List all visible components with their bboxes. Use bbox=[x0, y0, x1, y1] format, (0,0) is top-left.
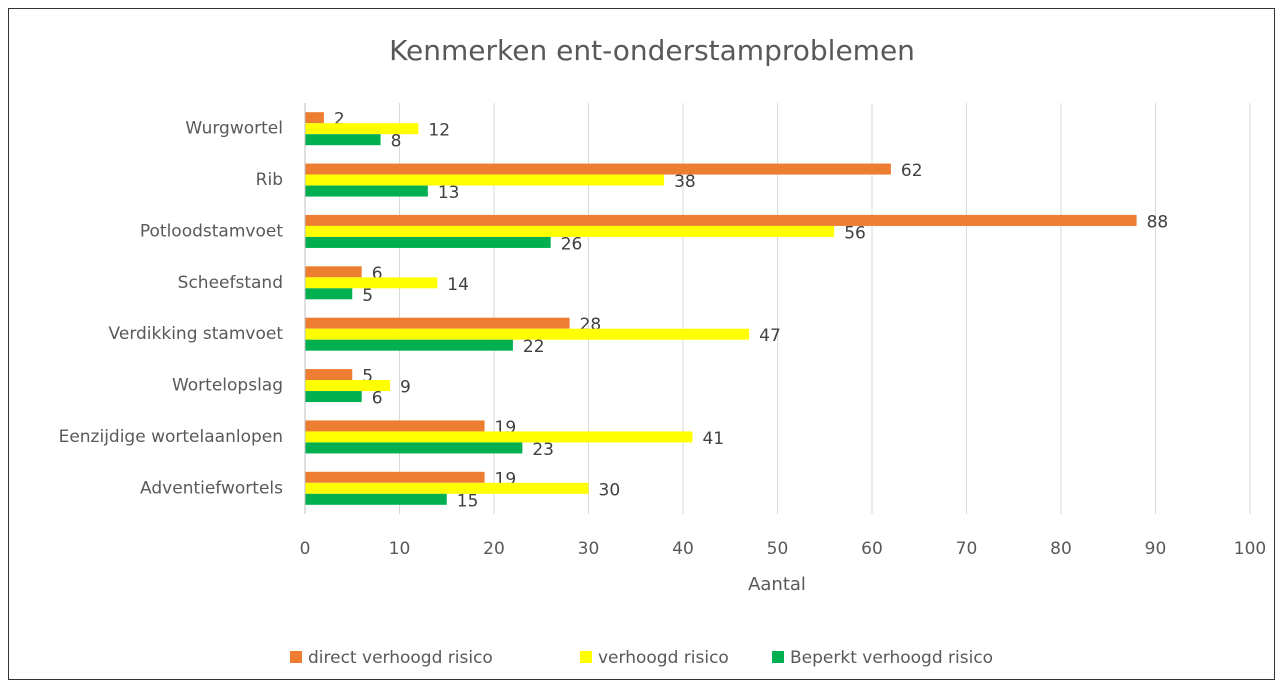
y-tick-label: Wurgwortel bbox=[185, 119, 283, 139]
x-tick-label: 0 bbox=[300, 539, 311, 559]
legend-label: direct verhoogd risico bbox=[308, 648, 493, 668]
legend-swatch bbox=[772, 651, 784, 663]
bar bbox=[305, 236, 551, 248]
x-tick-label: 20 bbox=[483, 539, 505, 559]
legend-label: verhoogd risico bbox=[598, 648, 729, 668]
bar bbox=[305, 317, 570, 329]
chart-title: Kenmerken ent-onderstamproblemen bbox=[389, 34, 915, 67]
bar bbox=[305, 185, 428, 197]
data-label: 41 bbox=[702, 429, 724, 449]
bar bbox=[305, 339, 513, 351]
bar bbox=[305, 288, 353, 300]
data-label: 62 bbox=[901, 161, 923, 181]
x-axis-label: Aantal bbox=[748, 574, 806, 595]
y-tick-label: Verdikking stamvoet bbox=[109, 324, 284, 344]
bar bbox=[305, 225, 835, 237]
x-tick-label: 90 bbox=[1145, 539, 1167, 559]
bar bbox=[305, 369, 353, 381]
y-tick-label: Rib bbox=[256, 170, 283, 190]
data-label: 12 bbox=[428, 121, 450, 141]
bar bbox=[305, 420, 485, 432]
data-label: 13 bbox=[438, 183, 460, 203]
x-tick-label: 60 bbox=[861, 539, 883, 559]
bar bbox=[305, 277, 438, 289]
x-tick-label: 50 bbox=[767, 539, 789, 559]
data-label: 6 bbox=[372, 389, 383, 409]
legend-label: Beperkt verhoogd risico bbox=[790, 648, 993, 668]
bar bbox=[305, 328, 750, 340]
x-tick-label: 10 bbox=[389, 539, 411, 559]
bar bbox=[305, 112, 324, 124]
data-label: 22 bbox=[523, 337, 545, 357]
data-label: 47 bbox=[759, 326, 781, 346]
y-tick-label: Wortelopslag bbox=[172, 376, 283, 396]
data-label: 30 bbox=[599, 480, 621, 500]
chart-border bbox=[8, 8, 1275, 680]
y-tick-label: Eenzijdige wortelaanlopen bbox=[59, 427, 283, 447]
data-label: 15 bbox=[457, 491, 479, 511]
data-label: 6 bbox=[372, 264, 383, 284]
bar bbox=[305, 442, 523, 454]
data-label: 38 bbox=[674, 172, 696, 192]
y-tick-label: Potloodstamvoet bbox=[140, 221, 283, 241]
x-tick-label: 30 bbox=[578, 539, 600, 559]
data-label: 8 bbox=[391, 132, 402, 152]
bar bbox=[305, 482, 589, 494]
legend-swatch bbox=[580, 651, 592, 663]
bar bbox=[305, 493, 447, 505]
bar bbox=[305, 123, 419, 135]
bar bbox=[305, 163, 891, 175]
data-label: 14 bbox=[447, 275, 469, 295]
x-tick-label: 100 bbox=[1234, 539, 1266, 559]
data-label: 5 bbox=[362, 367, 373, 387]
x-tick-label: 70 bbox=[956, 539, 978, 559]
bar bbox=[305, 266, 362, 278]
data-label: 2 bbox=[334, 110, 345, 130]
data-label: 88 bbox=[1147, 212, 1169, 232]
bar bbox=[305, 391, 362, 403]
data-label: 23 bbox=[532, 440, 554, 460]
legend-swatch bbox=[290, 651, 302, 663]
x-tick-label: 40 bbox=[672, 539, 694, 559]
data-label: 5 bbox=[362, 286, 373, 306]
bar bbox=[305, 134, 381, 146]
data-label: 26 bbox=[561, 234, 583, 254]
bar bbox=[305, 431, 693, 443]
bar bbox=[305, 174, 665, 186]
y-tick-label: Adventiefwortels bbox=[140, 478, 283, 498]
data-label: 56 bbox=[844, 223, 866, 243]
bar bbox=[305, 214, 1137, 226]
data-label: 9 bbox=[400, 378, 411, 398]
x-tick-label: 80 bbox=[1050, 539, 1072, 559]
bar bbox=[305, 380, 391, 392]
y-tick-label: Scheefstand bbox=[178, 273, 283, 293]
bar bbox=[305, 471, 485, 483]
